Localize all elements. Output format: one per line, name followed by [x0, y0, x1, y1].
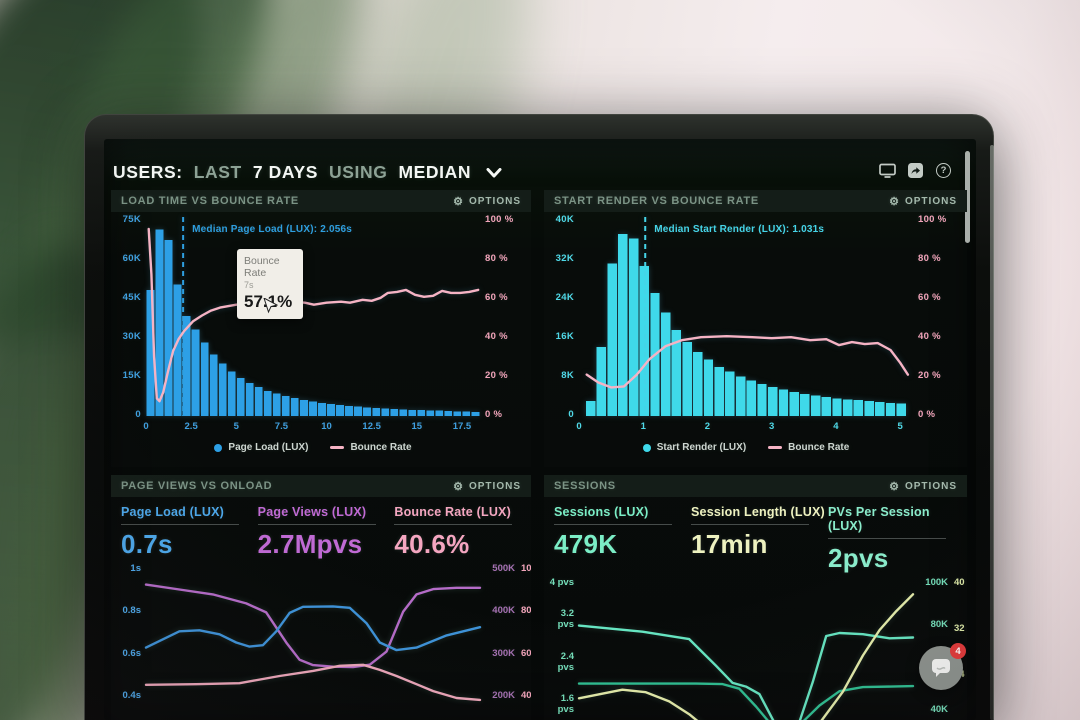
- panel-sessions: SESSIONS ⚙ OPTIONS Sessions (LUX) 479K Se…: [544, 475, 967, 720]
- panel-titlebar: PAGE VIEWS VS ONLOAD ⚙ OPTIONS: [111, 475, 531, 497]
- panel-title: PAGE VIEWS VS ONLOAD: [121, 480, 273, 492]
- header-icons: ?: [879, 163, 952, 178]
- tooltip-x-value: 7s: [244, 280, 254, 290]
- title-using: USING: [329, 161, 388, 182]
- stat-page-load: Page Load (LUX) 0.7s: [121, 505, 258, 560]
- median-annotation: Median Page Load (LUX): 2.056s: [192, 224, 353, 235]
- histogram-plot[interactable]: [146, 217, 480, 416]
- share-icon[interactable]: [907, 163, 924, 178]
- title-users: USERS:: [113, 161, 183, 182]
- stats-row: Page Load (LUX) 0.7s Page Views (LUX) 2.…: [111, 497, 531, 560]
- panel-load-time-vs-bounce-rate: LOAD TIME VS BOUNCE RATE ⚙ OPTIONS 75K 60K…: [111, 190, 531, 467]
- legend-start-render[interactable]: Start Render (LUX): [642, 442, 746, 453]
- chart-legend: Page Load (LUX) Bounce Rate: [146, 442, 480, 453]
- chevron-down-icon: [486, 162, 502, 183]
- chat-badge: 4: [950, 643, 966, 659]
- y-axis-right-bounce: 100%80%60%40%: [521, 563, 531, 701]
- laptop: USERS: LAST 7 DAYS USING MEDIAN: [84, 114, 994, 720]
- header-bar: USERS: LAST 7 DAYS USING MEDIAN: [113, 159, 916, 185]
- gear-icon: ⚙: [889, 480, 900, 493]
- y-axis-left: 40K 32K 24K 16K 8K 0: [555, 214, 574, 420]
- stat-pvs-per-session: PVs Per Session (LUX) 2pvs: [828, 505, 965, 574]
- gear-icon: ⚙: [889, 195, 900, 208]
- stat-session-length: Session Length (LUX) 17min: [691, 505, 825, 559]
- chart-area: 40K 32K 24K 16K 8K 0 100 % 80 % 60 % 40 % 20 % 0 %…: [544, 212, 967, 467]
- panel-titlebar: LOAD TIME VS BOUNCE RATE ⚙ OPTIONS: [111, 190, 531, 212]
- legend-bounce-rate[interactable]: Bounce Rate: [330, 442, 412, 453]
- panel-page-views-vs-onload: PAGE VIEWS VS ONLOAD ⚙ OPTIONS Page Load …: [111, 475, 531, 720]
- panel-title: START RENDER VS BOUNCE RATE: [554, 195, 759, 207]
- line-plot[interactable]: [577, 581, 915, 720]
- y-axis-left: 4 pvs 3.2 pvs 2.4 pvs 1.6 pvs: [549, 577, 574, 715]
- panel-titlebar: SESSIONS ⚙ OPTIONS: [544, 475, 967, 497]
- chat-bubble-icon: [932, 659, 950, 677]
- title-days: 7 DAYS: [252, 161, 319, 182]
- chart-area: 75K 60K 45K 30K 15K 0 100 % 80 % 60 % 40 % 20 % 0 …: [111, 212, 531, 467]
- y-axis-left: 75K 60K 45K 30K 15K 0: [122, 214, 141, 420]
- dashboard-screen: USERS: LAST 7 DAYS USING MEDIAN: [104, 139, 976, 720]
- options-button[interactable]: ⚙ OPTIONS: [889, 195, 957, 208]
- y-axis-right: 100 % 80 % 60 % 40 % 20 % 0 %: [485, 214, 514, 420]
- users-range-dropdown[interactable]: USERS: LAST 7 DAYS USING MEDIAN: [113, 162, 502, 183]
- stats-row: Sessions (LUX) 479K Session Length (LUX)…: [544, 497, 967, 574]
- options-button[interactable]: ⚙ OPTIONS: [453, 480, 521, 493]
- gear-icon: ⚙: [453, 195, 464, 208]
- options-button[interactable]: ⚙ OPTIONS: [889, 480, 957, 493]
- scrollbar[interactable]: [965, 151, 970, 243]
- legend-page-load[interactable]: Page Load (LUX): [214, 442, 308, 453]
- gear-icon: ⚙: [453, 480, 464, 493]
- legend-bounce-rate[interactable]: Bounce Rate: [768, 442, 849, 453]
- median-annotation: Median Start Render (LUX): 1.031s: [654, 224, 825, 235]
- histogram-plot[interactable]: [579, 217, 913, 417]
- x-axis: 0 2.5 5 7.5 10 12.5 15 17.5: [143, 421, 472, 432]
- panel-title: SESSIONS: [554, 480, 616, 492]
- panel-titlebar: START RENDER VS BOUNCE RATE ⚙ OPTIONS: [544, 190, 967, 212]
- title-median: MEDIAN: [398, 161, 472, 182]
- options-button[interactable]: ⚙ OPTIONS: [453, 195, 521, 208]
- mouse-cursor: [263, 296, 279, 319]
- tooltip-title: Bounce Rate: [244, 255, 280, 279]
- laptop-edge: [990, 145, 994, 720]
- line-plot[interactable]: [144, 567, 482, 717]
- display-icon[interactable]: [879, 163, 896, 178]
- stat-page-views: Page Views (LUX) 2.7Mpvs: [257, 505, 395, 560]
- stat-sessions: Sessions (LUX) 479K: [554, 505, 691, 574]
- chat-widget-button[interactable]: 4: [919, 643, 966, 690]
- panel-title: LOAD TIME VS BOUNCE RATE: [121, 195, 299, 207]
- help-icon[interactable]: ?: [935, 163, 952, 178]
- y-axis-right-views: 500K 400K 300K 200K: [492, 563, 515, 701]
- y-axis-left: 1s 0.8s 0.6s 0.4s: [122, 563, 142, 701]
- y-axis-right: 100 % 80 % 60 % 40 % 20 % 0 %: [918, 214, 947, 420]
- chart-legend: Start Render (LUX) Bounce Rate: [579, 442, 913, 453]
- title-last: LAST: [193, 161, 242, 182]
- stat-bounce-rate: Bounce Rate (LUX) 40.6%: [394, 505, 513, 559]
- panel-start-render-vs-bounce-rate: START RENDER VS BOUNCE RATE ⚙ OPTIONS 40K…: [544, 190, 967, 467]
